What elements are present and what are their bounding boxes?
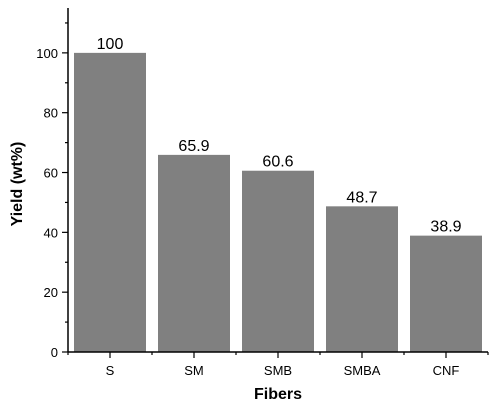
bar-sm xyxy=(158,154,230,352)
x-axis-title: Fibers xyxy=(254,386,302,403)
data-labels-group: 100 65.9 60.6 48.7 38.9 xyxy=(97,36,462,236)
x-ticks-group: S SM SMB SMBA CNF xyxy=(67,352,489,378)
y-tick-label-20: 20 xyxy=(44,285,58,300)
bars-group xyxy=(74,52,482,352)
data-label-cnf: 38.9 xyxy=(430,219,461,236)
bar-s xyxy=(74,52,146,352)
data-label-sm: 65.9 xyxy=(178,138,209,155)
x-tick-label-cnf: CNF xyxy=(433,363,460,378)
x-tick-label-smb: SMB xyxy=(264,363,292,378)
y-ticks-group: 0 20 40 60 80 100 xyxy=(36,22,68,360)
bar-smba xyxy=(326,206,398,352)
y-tick-label-60: 60 xyxy=(44,166,58,181)
data-label-s: 100 xyxy=(97,36,124,53)
data-label-smba: 48.7 xyxy=(346,189,377,206)
x-tick-label-smba: SMBA xyxy=(344,363,381,378)
y-axis-title: Yield (wt%) xyxy=(9,142,26,227)
y-tick-label-100: 100 xyxy=(36,46,58,61)
bar-smb xyxy=(242,170,314,352)
y-tick-label-40: 40 xyxy=(44,225,58,240)
bar-cnf xyxy=(410,235,482,352)
x-tick-label-s: S xyxy=(106,363,115,378)
x-tick-label-sm: SM xyxy=(184,363,204,378)
y-tick-label-0: 0 xyxy=(51,345,58,360)
data-label-smb: 60.6 xyxy=(262,154,293,171)
y-tick-label-80: 80 xyxy=(44,106,58,121)
